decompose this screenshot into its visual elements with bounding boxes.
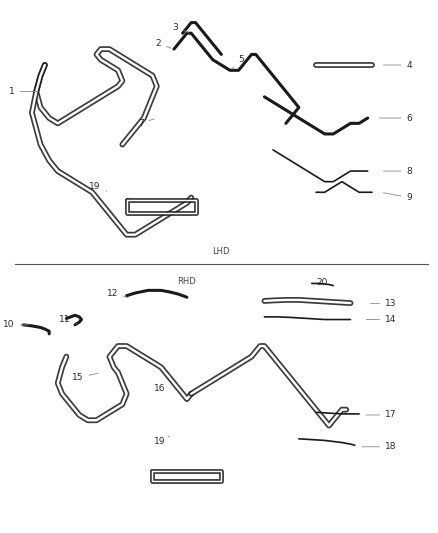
Text: 6: 6 — [379, 114, 412, 123]
Text: 5: 5 — [232, 55, 244, 68]
Text: 4: 4 — [383, 61, 412, 69]
Text: 8: 8 — [383, 166, 412, 175]
Text: 19: 19 — [154, 436, 170, 446]
Text: 9: 9 — [383, 193, 412, 202]
Text: 18: 18 — [362, 442, 396, 451]
Text: 17: 17 — [366, 410, 396, 419]
Text: 11: 11 — [59, 315, 77, 324]
Text: 14: 14 — [366, 315, 396, 324]
Text: RHD: RHD — [177, 277, 196, 286]
Text: 3: 3 — [173, 23, 189, 33]
Text: 16: 16 — [154, 384, 171, 393]
Text: 12: 12 — [107, 288, 128, 297]
Text: 19: 19 — [89, 182, 107, 191]
Text: 2: 2 — [155, 39, 171, 49]
Text: 15: 15 — [72, 373, 98, 382]
Text: 1: 1 — [9, 87, 38, 96]
Text: 20: 20 — [316, 278, 328, 287]
Text: 10: 10 — [3, 320, 29, 329]
Text: 13: 13 — [371, 299, 396, 308]
Text: 7: 7 — [138, 119, 154, 128]
Text: LHD: LHD — [212, 247, 230, 256]
